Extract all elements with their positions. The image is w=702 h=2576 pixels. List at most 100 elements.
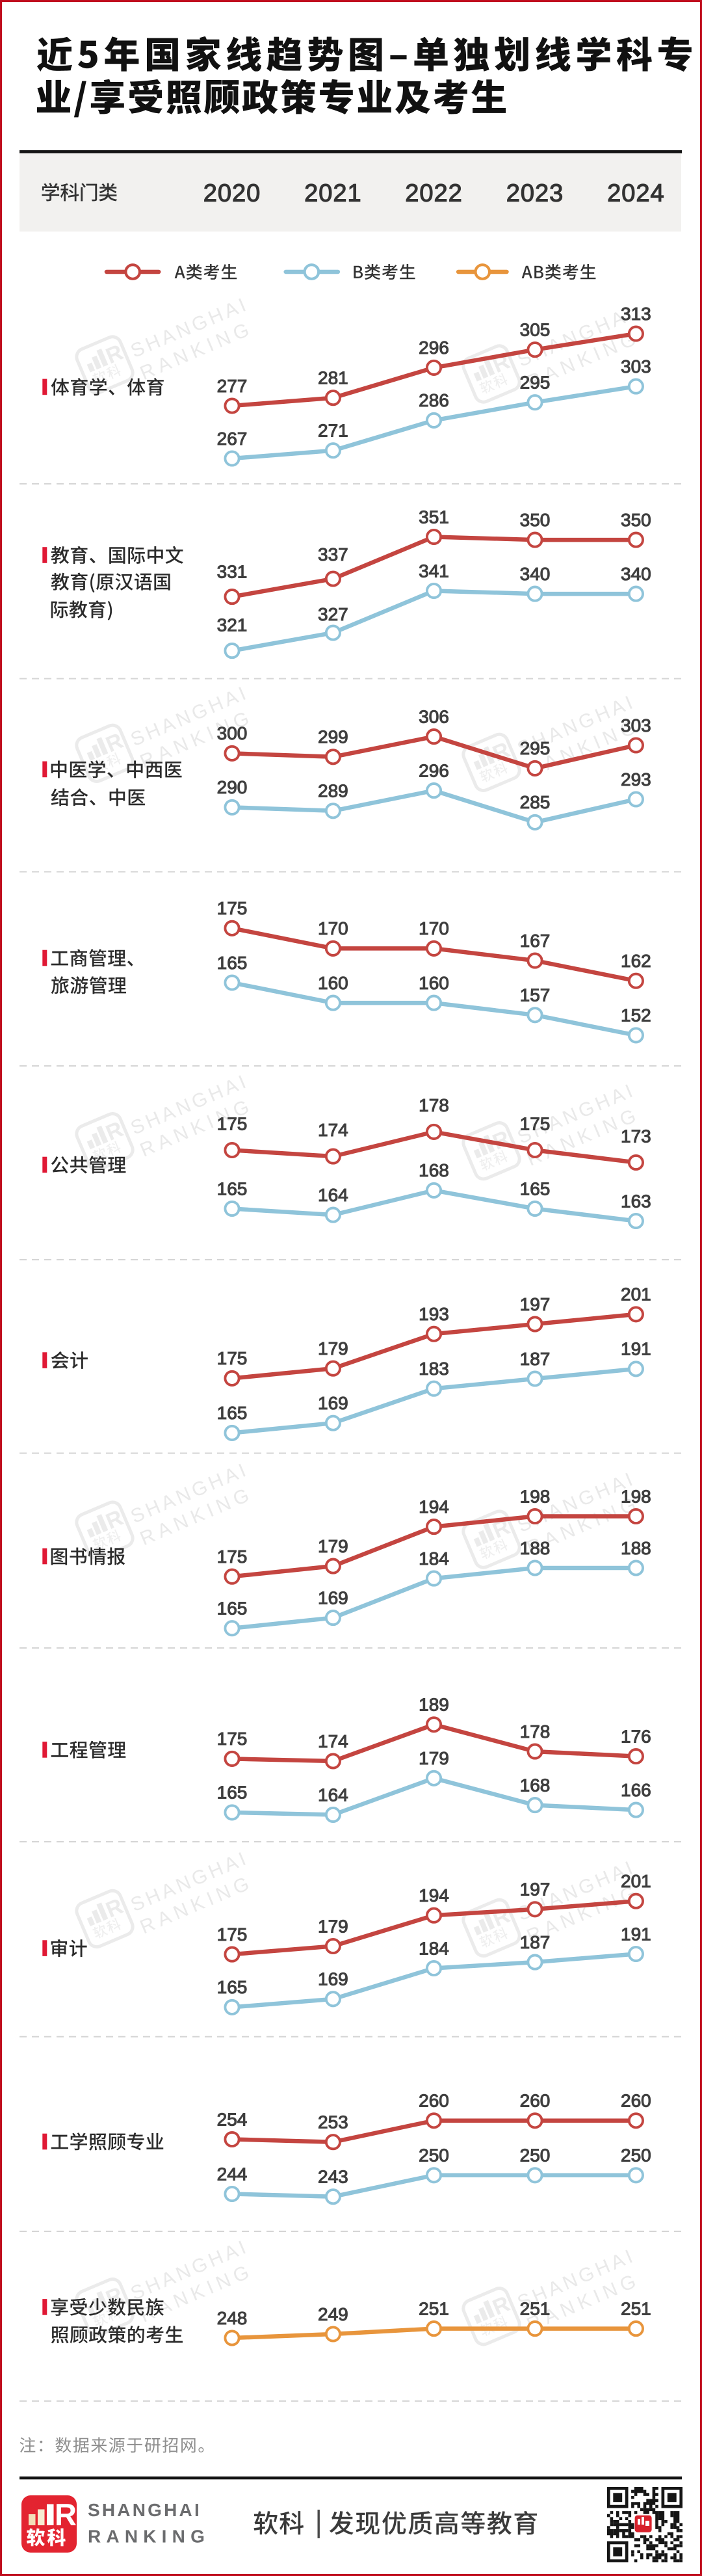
svg-text:170: 170 [318, 918, 348, 938]
svg-text:197: 197 [520, 1879, 551, 1900]
svg-text:160: 160 [419, 973, 449, 993]
svg-text:290: 290 [217, 777, 248, 797]
svg-text:250: 250 [419, 2145, 449, 2166]
svg-text:179: 179 [318, 1338, 348, 1359]
svg-text:201: 201 [621, 1871, 651, 1891]
svg-text:350: 350 [621, 510, 651, 530]
svg-text:179: 179 [419, 1748, 449, 1768]
svg-text:277: 277 [217, 376, 248, 396]
svg-text:174: 174 [318, 1120, 348, 1140]
svg-text:169: 169 [318, 1393, 348, 1413]
svg-text:2024: 2024 [607, 180, 665, 207]
svg-text:194: 194 [419, 1496, 449, 1517]
svg-text:289: 289 [318, 781, 348, 801]
svg-text:2023: 2023 [506, 180, 564, 207]
svg-text:253: 253 [318, 2112, 348, 2132]
svg-text:251: 251 [419, 2298, 449, 2318]
svg-text:306: 306 [419, 706, 449, 726]
svg-text:254: 254 [217, 2109, 248, 2129]
svg-text:295: 295 [520, 738, 551, 758]
svg-text:165: 165 [217, 1977, 248, 1997]
svg-text:198: 198 [621, 1486, 651, 1506]
svg-text:327: 327 [318, 604, 348, 624]
svg-text:187: 187 [520, 1349, 551, 1369]
svg-text:248: 248 [217, 2308, 248, 2328]
svg-text:165: 165 [217, 953, 248, 973]
svg-text:296: 296 [419, 338, 449, 358]
svg-text:187: 187 [520, 1932, 551, 1952]
svg-text:175: 175 [217, 1547, 248, 1567]
svg-text:175: 175 [217, 898, 248, 918]
svg-text:300: 300 [217, 723, 248, 743]
svg-text:251: 251 [520, 2298, 551, 2318]
svg-text:295: 295 [520, 373, 551, 393]
svg-text:183: 183 [419, 1359, 449, 1379]
svg-text:160: 160 [318, 973, 348, 993]
svg-text:184: 184 [419, 1548, 449, 1569]
svg-text:303: 303 [621, 715, 651, 736]
svg-text:175: 175 [520, 1113, 551, 1134]
svg-text:299: 299 [318, 727, 348, 747]
svg-text:303: 303 [621, 356, 651, 377]
svg-text:201: 201 [621, 1284, 651, 1305]
svg-text:179: 179 [318, 1916, 348, 1936]
svg-text:165: 165 [217, 1403, 248, 1423]
svg-text:179: 179 [318, 1536, 348, 1556]
svg-text:351: 351 [419, 507, 449, 527]
svg-text:178: 178 [520, 1721, 551, 1742]
svg-text:175: 175 [217, 1924, 248, 1945]
svg-text:162: 162 [621, 951, 651, 971]
svg-text:250: 250 [621, 2145, 651, 2166]
svg-text:176: 176 [621, 1726, 651, 1746]
svg-text:281: 281 [318, 368, 348, 388]
svg-text:173: 173 [621, 1126, 651, 1146]
svg-text:337: 337 [318, 544, 348, 564]
svg-text:194: 194 [419, 1885, 449, 1905]
svg-text:188: 188 [520, 1538, 551, 1558]
svg-text:164: 164 [318, 1785, 348, 1805]
svg-text:250: 250 [520, 2145, 551, 2166]
svg-text:165: 165 [217, 1783, 248, 1803]
svg-text:198: 198 [520, 1486, 551, 1506]
svg-text:168: 168 [520, 1775, 551, 1795]
svg-text:340: 340 [621, 564, 651, 584]
svg-text:175: 175 [217, 1113, 248, 1134]
svg-text:169: 169 [318, 1587, 348, 1608]
svg-text:175: 175 [217, 1729, 248, 1749]
svg-text:350: 350 [520, 510, 551, 530]
svg-text:293: 293 [621, 769, 651, 790]
svg-text:191: 191 [621, 1924, 651, 1944]
svg-text:305: 305 [520, 320, 551, 340]
svg-text:260: 260 [419, 2091, 449, 2111]
svg-text:165: 165 [520, 1178, 551, 1199]
svg-text:260: 260 [621, 2091, 651, 2111]
svg-text:2022: 2022 [405, 180, 463, 207]
svg-text:188: 188 [621, 1538, 651, 1558]
svg-text:331: 331 [217, 561, 248, 581]
svg-text:SHANGHAI: SHANGHAI [88, 2500, 202, 2520]
svg-text:2020: 2020 [203, 180, 261, 207]
svg-text:271: 271 [318, 421, 348, 441]
svg-text:R: R [55, 2497, 77, 2532]
svg-text:286: 286 [419, 390, 449, 410]
svg-text:167: 167 [520, 931, 551, 951]
svg-text:174: 174 [318, 1731, 348, 1751]
svg-text:251: 251 [621, 2298, 651, 2318]
svg-text:165: 165 [217, 1178, 248, 1199]
svg-text:285: 285 [520, 792, 551, 812]
svg-text:168: 168 [419, 1160, 449, 1180]
svg-text:260: 260 [520, 2091, 551, 2111]
svg-text:267: 267 [217, 429, 248, 449]
svg-text:152: 152 [621, 1005, 651, 1026]
svg-text:164: 164 [318, 1185, 348, 1205]
svg-text:296: 296 [419, 760, 449, 780]
svg-text:170: 170 [419, 918, 449, 938]
svg-text:178: 178 [419, 1095, 449, 1115]
svg-text:193: 193 [419, 1304, 449, 1324]
svg-text:244: 244 [217, 2164, 248, 2184]
svg-text:313: 313 [621, 304, 651, 324]
svg-text:321: 321 [217, 615, 248, 635]
svg-text:163: 163 [621, 1191, 651, 1211]
svg-text:166: 166 [621, 1780, 651, 1800]
svg-text:175: 175 [217, 1348, 248, 1368]
